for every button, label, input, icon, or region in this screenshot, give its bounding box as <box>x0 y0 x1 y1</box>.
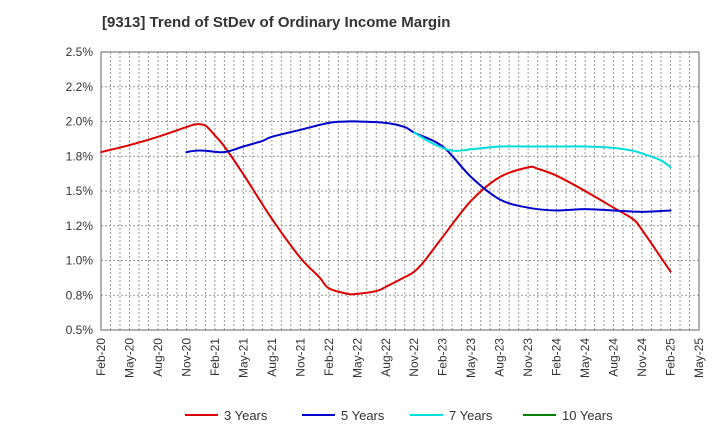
series-line-7-years <box>413 131 672 169</box>
y-tick-label: 2.0% <box>66 115 94 129</box>
grid <box>100 51 700 331</box>
x-tick-label: Nov-24 <box>635 338 649 377</box>
legend: 3 Years 5 Years 7 Years 10 Years <box>185 408 613 423</box>
x-tick-label: Feb-23 <box>436 338 450 376</box>
plot-area-frame <box>100 51 700 331</box>
legend-label-10-years: 10 Years <box>562 408 613 423</box>
x-tick-label: Aug-23 <box>493 338 507 377</box>
x-tick-label: May-24 <box>578 338 592 378</box>
series-line-3-years <box>100 123 672 296</box>
series-lines <box>100 120 672 296</box>
x-tick-label: Aug-22 <box>379 338 393 377</box>
legend-label-7-years: 7 Years <box>449 408 493 423</box>
y-tick-label: 0.8% <box>66 288 94 302</box>
y-tick-label: 2.5% <box>66 45 94 59</box>
x-tick-label: Feb-24 <box>550 338 564 376</box>
y-tick-label: 1.0% <box>66 254 94 268</box>
chart-title: [9313] Trend of StDev of Ordinary Income… <box>102 14 451 31</box>
legend-label-3-years: 3 Years <box>224 408 268 423</box>
y-axis-labels: 0.5% 0.8% 1.0% 1.2% 1.5% 1.8% 2.0% 2.2% 2.5% <box>66 45 94 337</box>
series-line-5-years <box>185 120 672 213</box>
x-tick-label: Nov-22 <box>407 338 421 377</box>
x-tick-label: Nov-23 <box>521 338 535 377</box>
x-tick-label: Aug-21 <box>265 338 279 377</box>
x-tick-label: May-21 <box>236 338 250 378</box>
y-tick-label: 1.8% <box>66 149 94 163</box>
x-tick-label: Feb-21 <box>208 338 222 376</box>
x-tick-label: Aug-20 <box>151 338 165 377</box>
y-tick-label: 1.5% <box>66 184 94 198</box>
x-tick-label: May-25 <box>692 338 706 378</box>
x-tick-label: Feb-25 <box>664 338 678 376</box>
y-tick-label: 1.2% <box>66 219 94 233</box>
x-tick-label: Aug-24 <box>607 338 621 377</box>
x-tick-label: Nov-20 <box>179 338 193 377</box>
x-tick-label: May-20 <box>122 338 136 378</box>
y-tick-label: 2.2% <box>66 80 94 94</box>
x-tick-label: May-23 <box>464 338 478 378</box>
x-tick-label: Feb-22 <box>322 338 336 376</box>
legend-label-5-years: 5 Years <box>341 408 385 423</box>
x-tick-label: May-22 <box>350 338 364 378</box>
x-axis-labels: Feb-20 May-20 Aug-20 Nov-20 Feb-21 May-21 Aug-… <box>94 338 706 378</box>
y-tick-label: 0.5% <box>66 323 94 337</box>
x-tick-label: Feb-20 <box>94 338 108 376</box>
x-tick-label: Nov-21 <box>293 338 307 377</box>
